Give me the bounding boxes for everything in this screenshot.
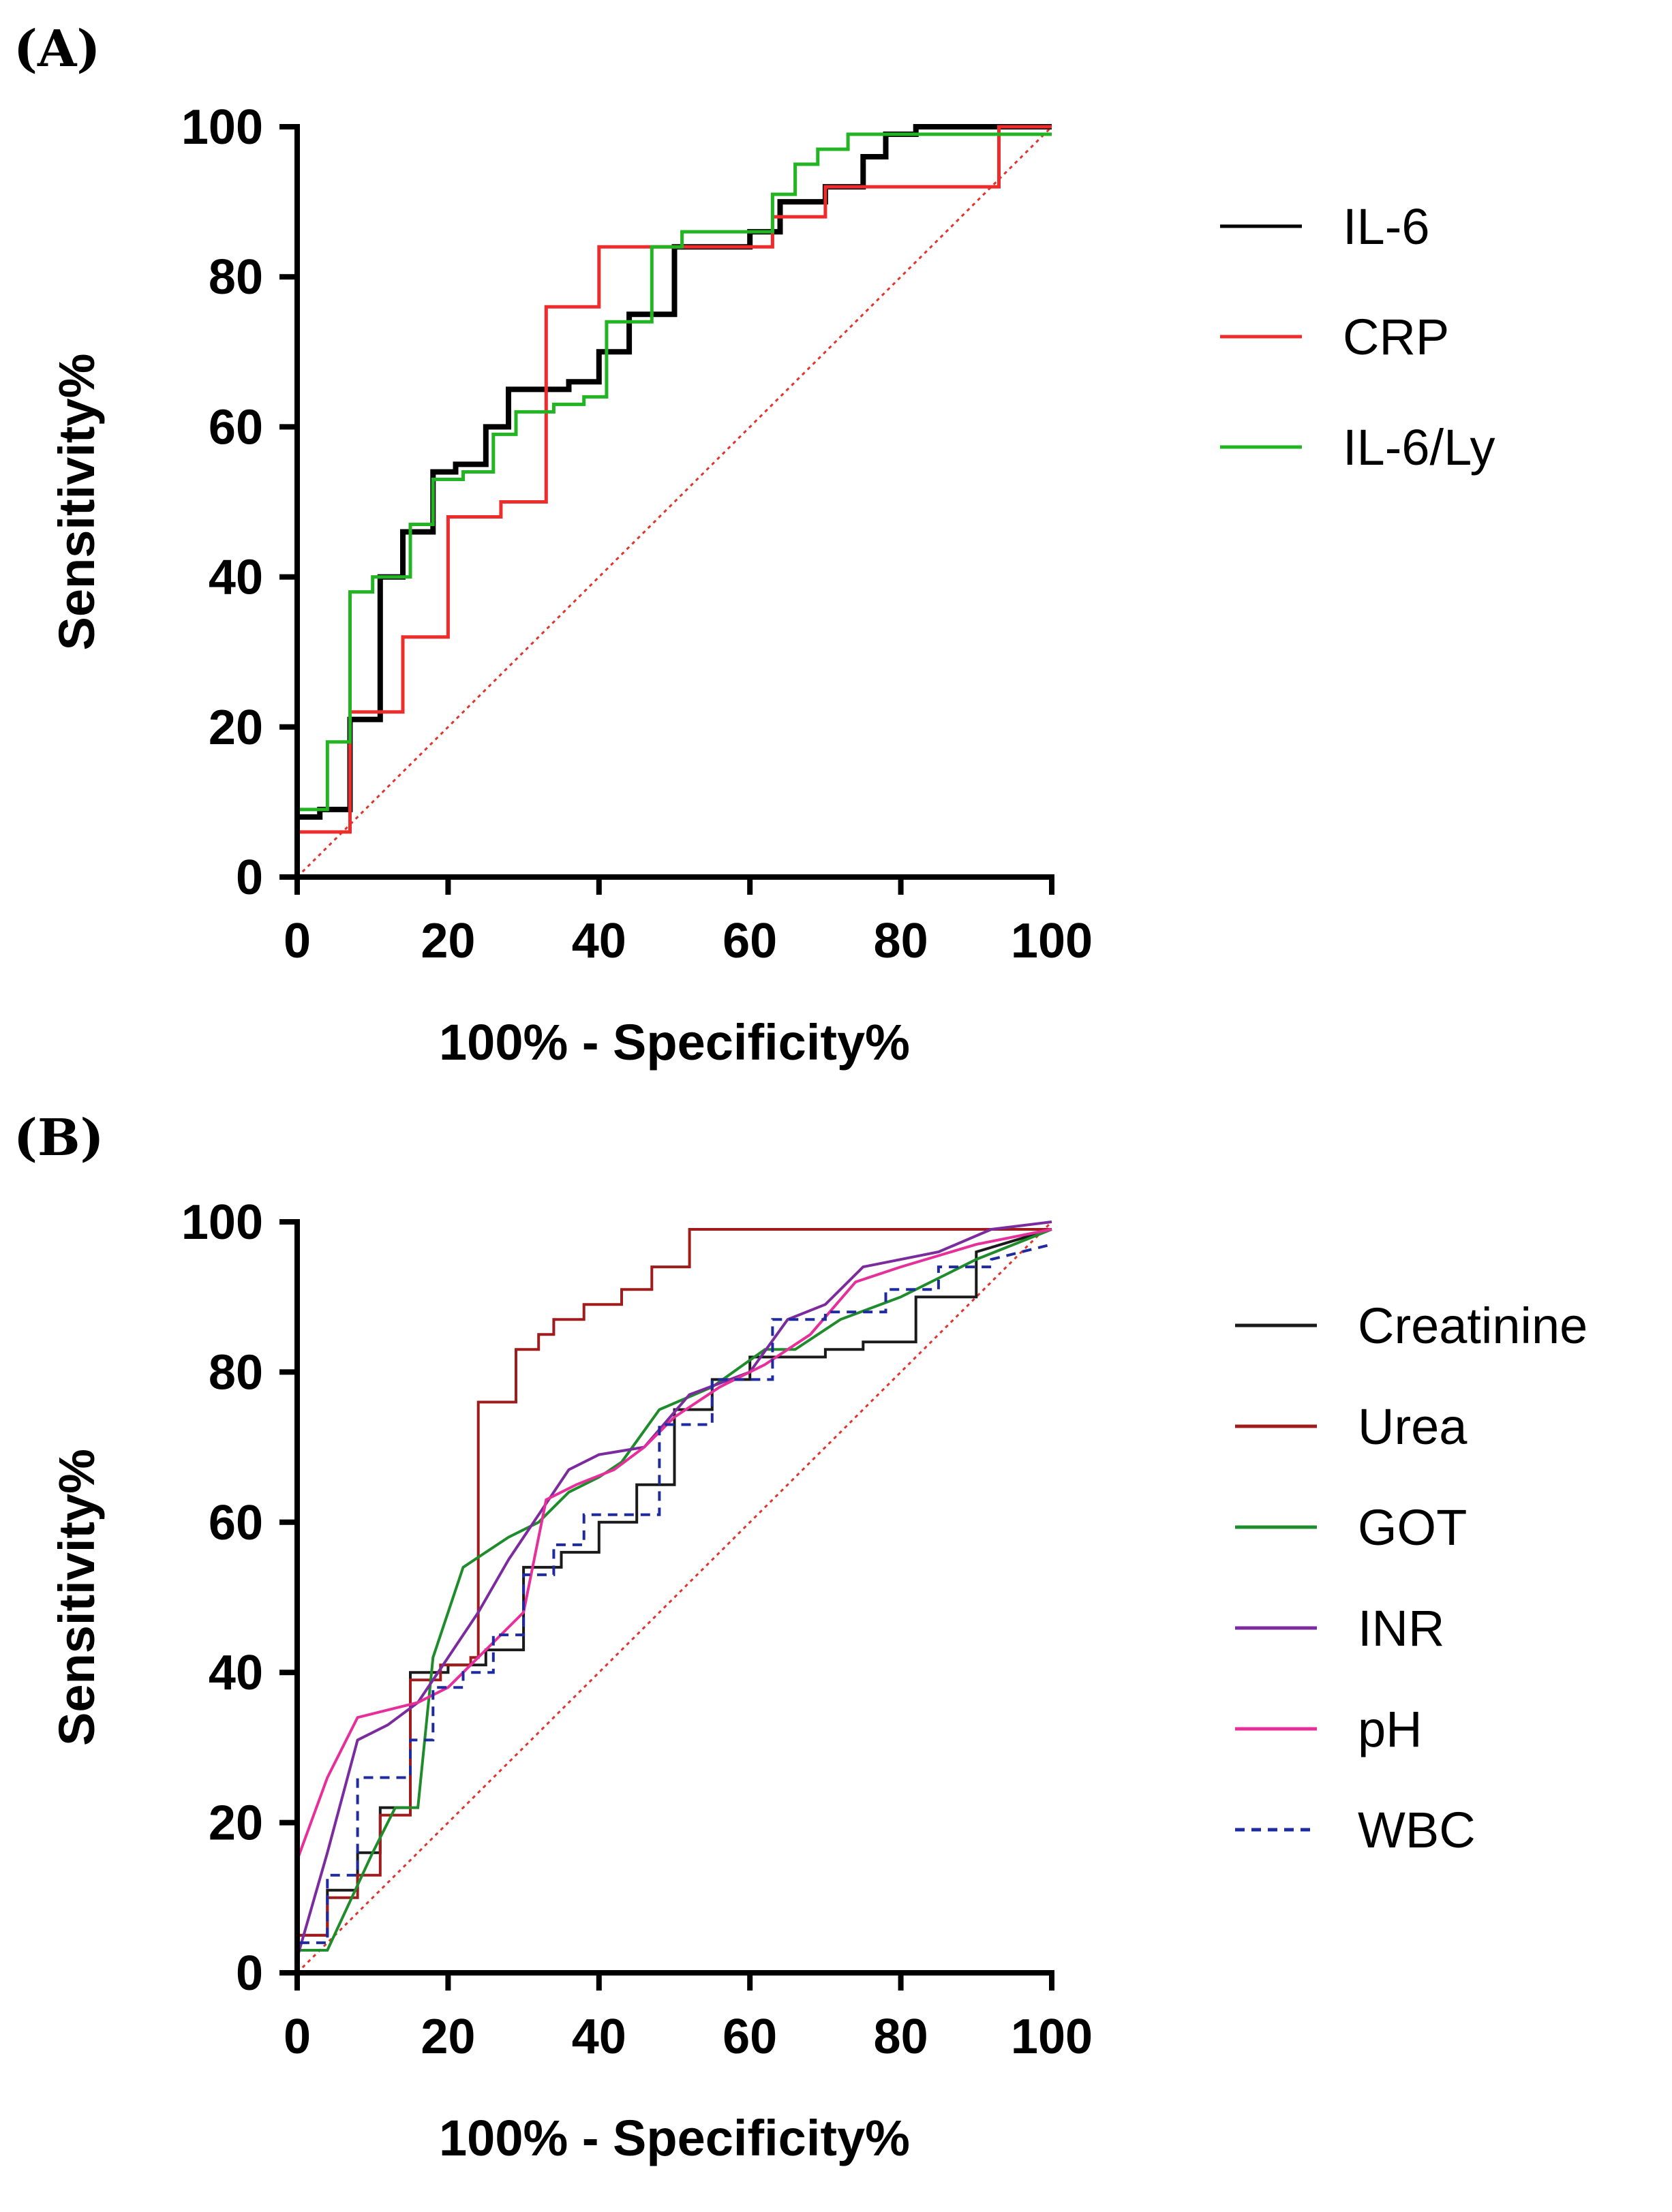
x-tick-label-40: 40 xyxy=(572,914,626,968)
reference-diagonal-line xyxy=(296,1220,1053,1974)
series-line-ph xyxy=(296,1228,1052,1973)
legend-label-il-6: IL-6 xyxy=(1343,198,1430,255)
x-tick-label-0: 0 xyxy=(284,2010,311,2064)
x-tick-label-80: 80 xyxy=(874,914,928,968)
y-tick-label-100: 100 xyxy=(181,100,263,155)
y-tick-label-40: 40 xyxy=(209,551,263,605)
x-tick-label-60: 60 xyxy=(723,2010,777,2064)
legend-label-wbc: WBC xyxy=(1358,1802,1476,1858)
y-tick-label-20: 20 xyxy=(209,1796,263,1851)
x-axis-title: 100% - Specificity% xyxy=(439,1014,910,1071)
x-axis-title: 100% - Specificity% xyxy=(439,2110,910,2166)
y-axis-title: Sensitivity% xyxy=(48,1449,105,1746)
roc-chart-a: 0 20 40 60 80 100 0 20 40 60 80 100 100% - Specifici… xyxy=(48,100,1495,1071)
y-tick-label-20: 20 xyxy=(209,701,263,755)
x-tick-label-60: 60 xyxy=(723,914,777,968)
legend-label-il-6-ly: IL-6/Ly xyxy=(1343,419,1495,476)
x-tick-label-20: 20 xyxy=(421,914,475,968)
reference-diagonal-line xyxy=(296,125,1053,878)
series-line-inr xyxy=(296,1220,1052,1973)
y-tick-label-80: 80 xyxy=(209,1345,263,1400)
legend-label-creatinine: Creatinine xyxy=(1358,1297,1587,1354)
y-tick-label-60: 60 xyxy=(209,400,263,455)
x-tick-label-100: 100 xyxy=(1011,2010,1093,2064)
legend: Creatinine Urea GOT INR pH WBC xyxy=(1235,1297,1587,1858)
y-tick-label-80: 80 xyxy=(209,250,263,305)
legend-label-got: GOT xyxy=(1358,1499,1467,1556)
legend-label-ph: pH xyxy=(1358,1701,1423,1757)
y-tick-label-0: 0 xyxy=(236,850,263,905)
y-tick-label-100: 100 xyxy=(181,1195,263,1250)
legend-label-inr: INR xyxy=(1358,1600,1444,1657)
panel-label-b: (B) xyxy=(14,1109,104,1167)
x-tick-label-40: 40 xyxy=(572,2010,626,2064)
y-tick-label-60: 60 xyxy=(209,1496,263,1550)
panel-label-a: (A) xyxy=(14,20,100,78)
x-tick-label-20: 20 xyxy=(421,2010,475,2064)
series-line-got xyxy=(296,1228,1052,1973)
y-tick-label-40: 40 xyxy=(209,1646,263,1700)
legend: IL-6 CRP IL-6/Ly xyxy=(1220,198,1495,476)
series-line-wbc xyxy=(296,1243,1052,1973)
y-axis-title: Sensitivity% xyxy=(48,354,105,651)
x-tick-label-80: 80 xyxy=(874,2010,928,2064)
series-line-il-6-ly xyxy=(295,132,1052,877)
legend-label-urea: Urea xyxy=(1358,1398,1468,1455)
x-tick-label-0: 0 xyxy=(284,914,311,968)
legend-label-crp: CRP xyxy=(1343,309,1449,365)
roc-chart-b: 0 20 40 60 80 100 0 20 40 60 80 100 100% - Specifici… xyxy=(48,1195,1587,2166)
series-line-crp xyxy=(295,125,1052,877)
x-tick-label-100: 100 xyxy=(1011,914,1093,968)
y-tick-label-0: 0 xyxy=(236,1946,263,2001)
